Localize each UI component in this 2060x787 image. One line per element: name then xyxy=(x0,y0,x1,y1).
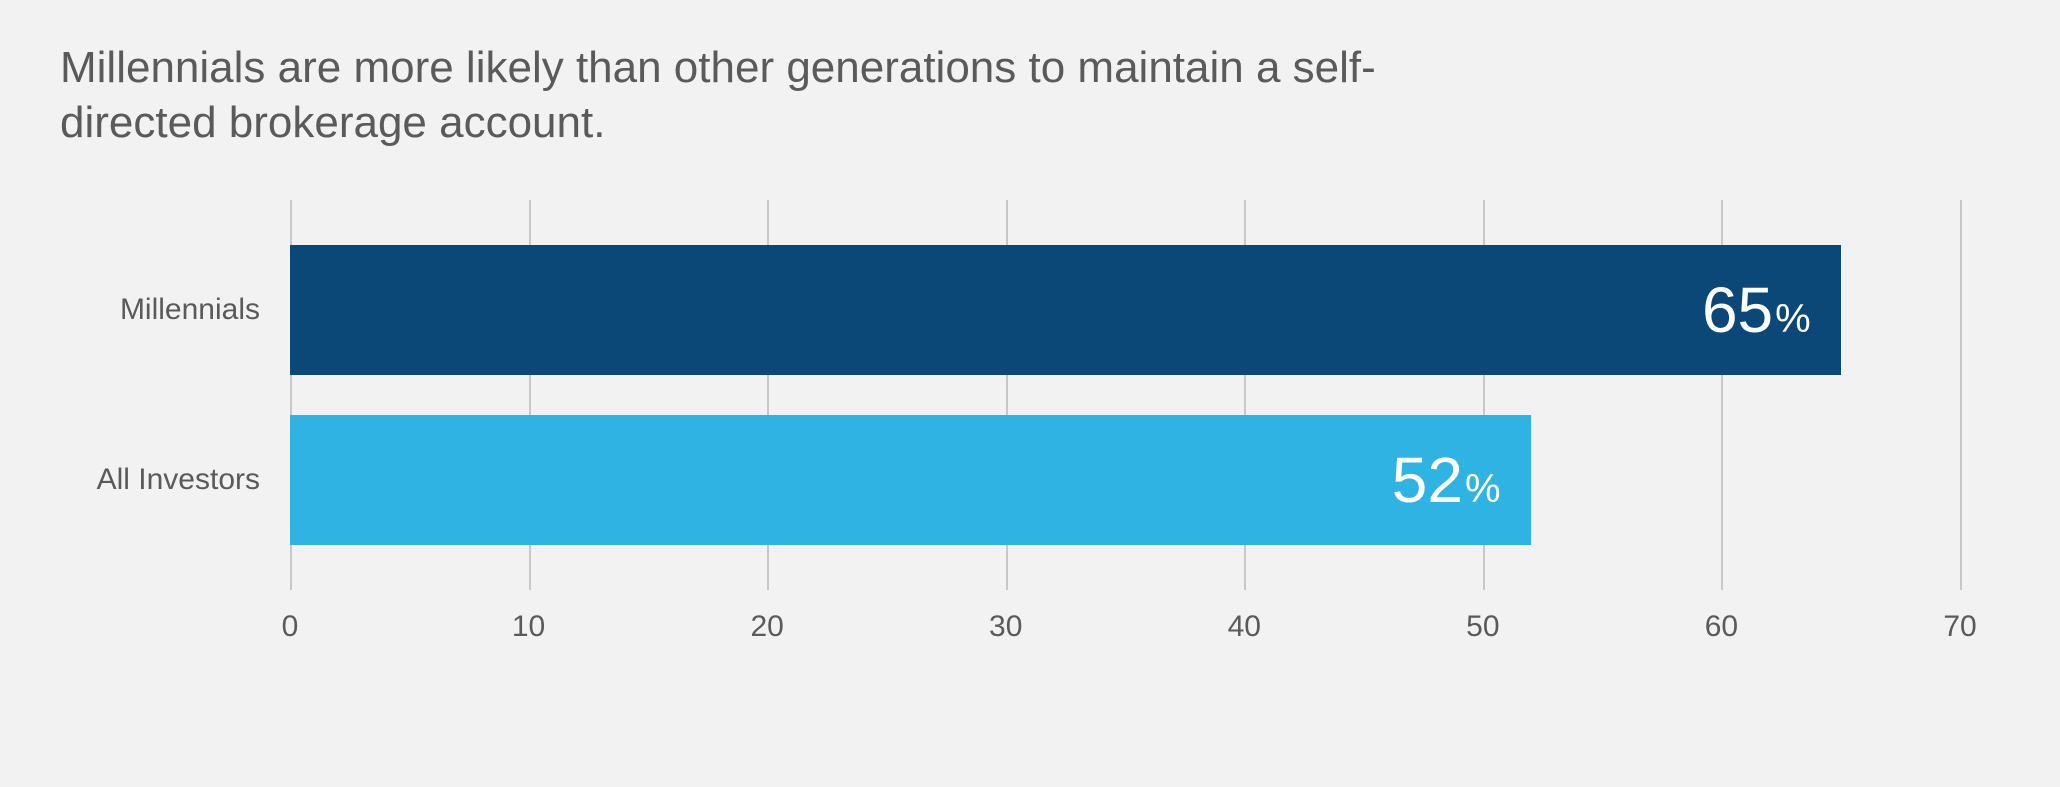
x-tick: 20 xyxy=(750,610,783,644)
bar-value-all-investors: 52% xyxy=(1392,448,1501,512)
x-tick: 10 xyxy=(512,610,545,644)
percent-sign: % xyxy=(1775,297,1811,341)
chart-area: Millennials All Investors 65% 52% xyxy=(60,200,2000,660)
y-label-millennials: Millennials xyxy=(60,245,270,375)
y-axis-labels: Millennials All Investors xyxy=(60,230,270,560)
x-tick: 30 xyxy=(989,610,1022,644)
bars-container: 65% 52% xyxy=(290,230,1960,560)
chart-title: Millennials are more likely than other g… xyxy=(60,40,1460,150)
x-axis: 0 10 20 30 40 50 60 70 xyxy=(290,600,1960,660)
x-tick: 60 xyxy=(1705,610,1738,644)
bar-value-number: 65 xyxy=(1702,274,1773,346)
bar-row-millennials: 65% xyxy=(290,245,1960,375)
bar-all-investors: 52% xyxy=(290,415,1531,545)
bar-value-number: 52 xyxy=(1392,444,1463,516)
percent-sign: % xyxy=(1465,467,1501,511)
x-tick: 50 xyxy=(1466,610,1499,644)
x-tick: 70 xyxy=(1943,610,1976,644)
plot-area: 65% 52% xyxy=(290,200,1960,590)
x-tick: 0 xyxy=(282,610,299,644)
gridline xyxy=(1960,200,1962,590)
bar-row-all-investors: 52% xyxy=(290,415,1960,545)
x-tick: 40 xyxy=(1228,610,1261,644)
y-label-all-investors: All Investors xyxy=(60,415,270,545)
bar-millennials: 65% xyxy=(290,245,1841,375)
bar-value-millennials: 65% xyxy=(1702,278,1811,342)
